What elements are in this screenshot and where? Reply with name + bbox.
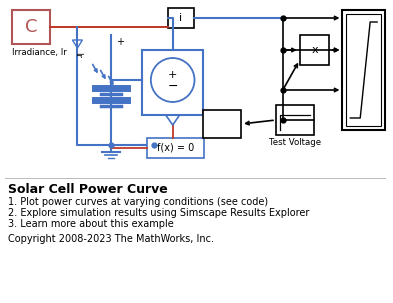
Text: 2. Explore simulation results using Simscape Results Explorer: 2. Explore simulation results using Sims…: [8, 208, 309, 218]
Text: x: x: [311, 45, 318, 55]
Bar: [168, 8, 193, 28]
Text: +: +: [168, 70, 177, 80]
Bar: [204, 110, 241, 138]
Bar: [276, 105, 314, 135]
Text: Irradiance, Ir: Irradiance, Ir: [12, 48, 67, 57]
Bar: [346, 14, 381, 126]
Bar: [300, 35, 329, 65]
Text: C: C: [24, 18, 37, 36]
Text: +: +: [116, 37, 124, 47]
Text: Test Voltage: Test Voltage: [269, 138, 321, 147]
Bar: [12, 10, 50, 44]
Text: −: −: [167, 79, 178, 92]
Bar: [147, 138, 204, 158]
Bar: [342, 10, 385, 130]
Circle shape: [151, 58, 195, 102]
Text: Copyright 2008-2023 The MathWorks, Inc.: Copyright 2008-2023 The MathWorks, Inc.: [8, 234, 214, 244]
Text: Ir: Ir: [73, 52, 82, 58]
Text: 3. Learn more about this example: 3. Learn more about this example: [8, 219, 174, 229]
Text: f(x) = 0: f(x) = 0: [157, 143, 194, 153]
Text: 1. Plot power curves at varying conditions (see code): 1. Plot power curves at varying conditio…: [8, 197, 268, 207]
Bar: [142, 50, 204, 115]
Text: Solar Cell Power Curve: Solar Cell Power Curve: [8, 183, 168, 196]
Text: i: i: [179, 13, 182, 23]
